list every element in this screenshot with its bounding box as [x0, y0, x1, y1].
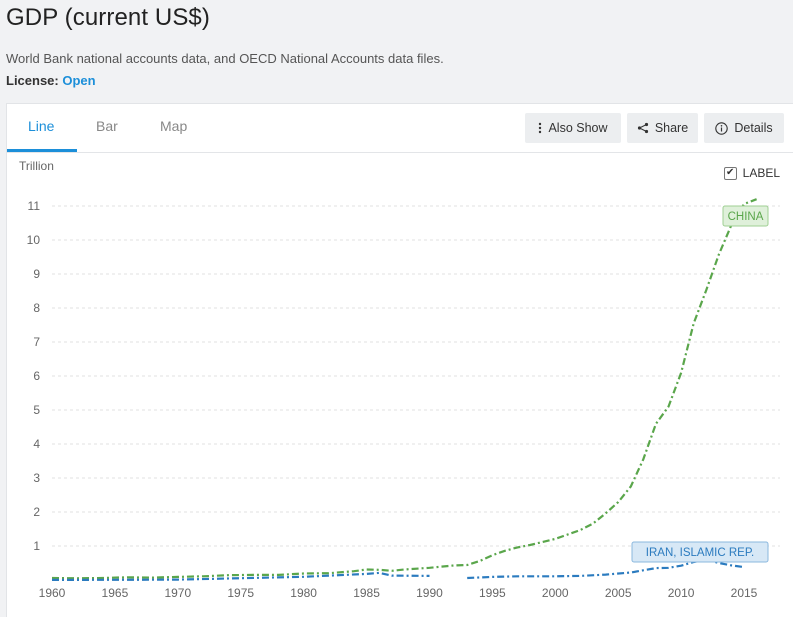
- also-show-button[interactable]: Also Show: [525, 113, 621, 143]
- x-tick-label: 1975: [227, 586, 254, 600]
- view-tabs: Line Bar Map Also Show Share Details: [7, 104, 793, 153]
- x-tick-label: 2000: [542, 586, 569, 600]
- x-tick-label: 2010: [668, 586, 695, 600]
- y-tick-label: 5: [33, 403, 40, 417]
- x-tick-label: 1965: [102, 586, 129, 600]
- page-title: GDP (current US$): [6, 4, 210, 31]
- label-toggle[interactable]: ✔ LABEL: [723, 166, 780, 180]
- share-icon: [637, 122, 649, 134]
- china-series-label: CHINA: [728, 211, 764, 223]
- active-tab-indicator: [7, 149, 77, 152]
- iran-series-label: IRAN, ISLAMIC REP.: [646, 547, 754, 559]
- info-icon: [715, 121, 729, 135]
- y-tick-label: 7: [33, 335, 40, 349]
- x-tick-label: 1995: [479, 586, 506, 600]
- x-tick-label: 1980: [290, 586, 317, 600]
- tab-bar[interactable]: Bar: [96, 118, 118, 134]
- x-tick-label: 1960: [39, 586, 66, 600]
- y-tick-label: 6: [33, 369, 40, 383]
- y-axis-label: Trillion: [19, 159, 54, 173]
- share-button[interactable]: Share: [627, 113, 698, 143]
- y-tick-label: 1: [33, 539, 40, 553]
- y-tick-label: 9: [33, 267, 40, 281]
- details-label: Details: [734, 121, 773, 135]
- also-show-label: Also Show: [548, 121, 608, 135]
- y-tick-label: 4: [33, 437, 40, 451]
- x-tick-label: 1970: [164, 586, 191, 600]
- license-label: License:: [6, 73, 59, 88]
- x-tick-label: 2005: [605, 586, 632, 600]
- y-tick-label: 3: [33, 471, 40, 485]
- label-checkbox[interactable]: ✔: [723, 166, 737, 180]
- source-note: World Bank national accounts data, and O…: [6, 51, 444, 66]
- iran-series-line: [51, 571, 430, 581]
- x-tick-label: 1990: [416, 586, 443, 600]
- tab-map[interactable]: Map: [160, 118, 188, 134]
- china-series-line: [51, 198, 757, 580]
- y-tick-label: 2: [33, 505, 40, 519]
- y-tick-label: 10: [27, 233, 41, 247]
- iran-label-box: [631, 541, 769, 563]
- x-tick-label: 2015: [731, 586, 758, 600]
- vertical-dots-icon: [538, 122, 542, 134]
- chart-panel: Line Bar Map Also Show Share Details ✔ L…: [6, 103, 793, 617]
- share-label: Share: [654, 121, 689, 135]
- iran-series-line-segment: [467, 558, 745, 580]
- x-tick-label: 1985: [353, 586, 380, 600]
- license-line: License: Open: [6, 73, 96, 88]
- details-button[interactable]: Details: [704, 113, 784, 143]
- y-tick-label: 11: [28, 199, 41, 213]
- label-toggle-text: LABEL: [742, 166, 780, 180]
- y-tick-label: 8: [33, 301, 40, 315]
- tab-line[interactable]: Line: [28, 118, 55, 134]
- china-label-box: [722, 205, 769, 227]
- license-link[interactable]: Open: [62, 73, 96, 88]
